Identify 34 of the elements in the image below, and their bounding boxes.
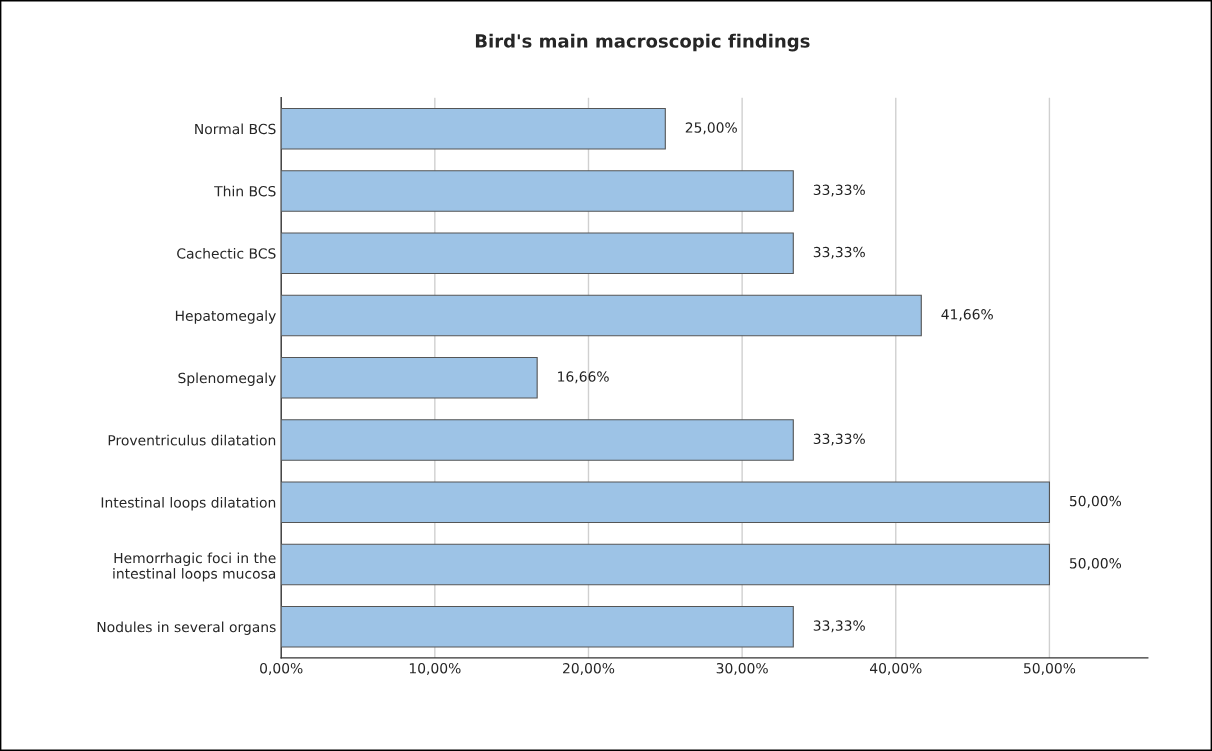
x-tick-label: 0,00% <box>260 662 303 675</box>
y-tick-label: Thin BCS <box>214 185 276 197</box>
data-label: 33,33% <box>813 184 865 197</box>
data-label: 25,00% <box>685 122 737 135</box>
chart-title: Bird's main macroscopic findings <box>475 33 810 52</box>
x-tick-label: 30,00% <box>716 662 768 675</box>
y-tick-label: Normal BCS <box>195 123 276 135</box>
data-label: 50,00% <box>1069 558 1122 570</box>
y-tick-label: Intestinal loops dilatation <box>101 496 276 511</box>
bar <box>281 356 538 399</box>
x-tick-label: 40,00% <box>869 662 922 675</box>
bar <box>281 170 794 212</box>
y-tick-label: Hemorrhagic foci in the intestinal loops mucosa <box>113 552 276 582</box>
data-label: 50,00% <box>1069 495 1122 508</box>
bar <box>281 232 794 275</box>
bar <box>281 419 794 461</box>
bar <box>281 107 666 150</box>
x-tick-label: 20,00% <box>563 662 615 675</box>
data-label: 33,33% <box>813 433 865 446</box>
data-label: 16,66% <box>558 371 609 384</box>
y-tick-label: Cachectic BCS <box>177 247 276 259</box>
bar <box>281 294 922 337</box>
y-tick-label: Nodules in several organs <box>97 621 276 635</box>
y-tick-label: Splenomegaly <box>178 372 276 386</box>
x-tick-label: 10,00% <box>409 662 461 675</box>
bar <box>281 605 794 648</box>
x-tick-label: 50,00% <box>1024 662 1076 675</box>
data-label: 41,66% <box>941 309 993 321</box>
y-tick-label: Proventriculus dilatation <box>108 434 276 446</box>
data-label: 33,33% <box>813 246 865 259</box>
bar <box>281 481 1050 524</box>
bar <box>281 543 1050 586</box>
data-label: 33,33% <box>813 620 865 633</box>
y-tick-label: Hepatomegaly <box>175 310 276 324</box>
